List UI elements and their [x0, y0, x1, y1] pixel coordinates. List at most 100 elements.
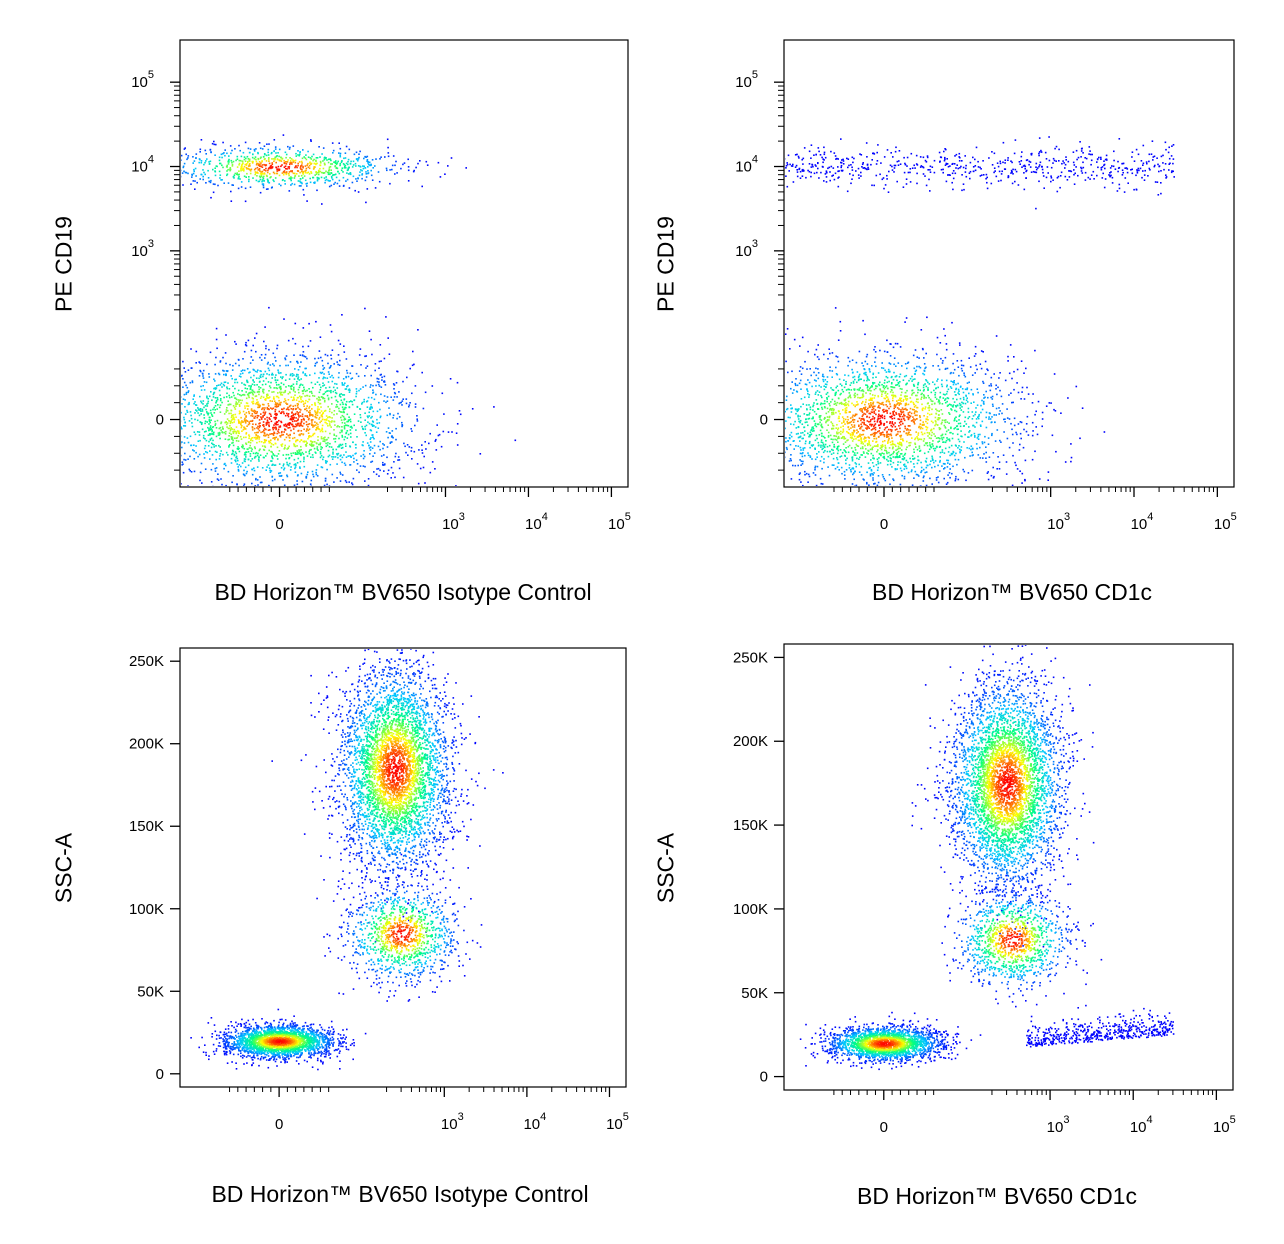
event-point [238, 173, 240, 176]
event-point [887, 435, 890, 438]
event-point [260, 354, 263, 356]
event-point [243, 485, 245, 486]
event-point [305, 430, 308, 432]
event-point [393, 384, 396, 386]
event-point [344, 443, 347, 445]
event-point [198, 375, 201, 377]
event-point [199, 409, 201, 411]
event-point [709, 176, 711, 178]
event-point [208, 373, 210, 375]
event-point [716, 394, 718, 396]
event-point [929, 169, 931, 171]
event-point [886, 452, 888, 455]
event-point [702, 151, 704, 153]
event-point [991, 151, 993, 153]
event-point [361, 169, 363, 172]
event-point [338, 185, 341, 187]
event-point [285, 457, 287, 460]
event-point [278, 372, 280, 375]
event-point [759, 177, 761, 179]
event-point [276, 155, 278, 157]
event-point [307, 501, 309, 503]
event-point [259, 157, 262, 160]
event-point [240, 416, 242, 419]
event-point [1173, 176, 1175, 178]
event-point [339, 471, 341, 474]
event-point [711, 181, 713, 183]
event-point [1090, 159, 1093, 162]
event-point [330, 172, 333, 174]
event-point [309, 181, 312, 184]
event-point [215, 327, 218, 330]
event-point [301, 157, 304, 160]
event-point [1152, 156, 1155, 158]
event-point [267, 361, 269, 364]
event-point [315, 411, 317, 413]
event-point [160, 165, 162, 167]
event-point [284, 183, 286, 185]
event-point [1118, 166, 1121, 169]
event-point [442, 430, 445, 433]
event-point [802, 163, 804, 165]
event-point [988, 157, 990, 159]
event-point [1165, 148, 1167, 151]
event-point [248, 410, 250, 413]
event-point [283, 438, 286, 441]
event-point [168, 459, 170, 461]
event-point [270, 450, 272, 453]
event-point [297, 150, 299, 152]
event-point [198, 453, 201, 456]
event-point [232, 418, 235, 420]
event-point [289, 162, 291, 164]
event-point [245, 456, 247, 458]
event-point [258, 456, 260, 458]
event-point [209, 439, 212, 441]
event-point [387, 146, 389, 149]
event-point [1023, 164, 1026, 167]
event-point [255, 160, 258, 163]
event-point [725, 179, 727, 181]
event-point [342, 163, 345, 165]
event-point [346, 372, 349, 374]
event-point [284, 414, 287, 417]
event-point [231, 436, 234, 439]
event-point [259, 481, 262, 484]
event-point [318, 171, 320, 174]
event-point [345, 406, 347, 409]
event-point [294, 471, 297, 473]
event-point [217, 184, 219, 187]
event-point [377, 445, 380, 448]
event-point [311, 454, 314, 456]
event-point [250, 385, 252, 387]
event-point [752, 179, 754, 181]
event-point [347, 433, 350, 436]
event-point [1142, 164, 1144, 166]
event-point [775, 152, 777, 154]
event-point [323, 410, 326, 412]
event-point [323, 418, 326, 421]
event-point [697, 168, 699, 170]
event-point [715, 167, 717, 169]
event-point [341, 160, 343, 162]
event-point [993, 167, 996, 169]
event-point [258, 429, 261, 432]
event-point [349, 432, 352, 435]
event-point [330, 175, 333, 178]
event-point [343, 438, 346, 441]
event-point [1077, 174, 1079, 177]
event-point [941, 413, 944, 415]
event-point [192, 172, 195, 175]
event-point [327, 161, 330, 164]
event-point [336, 477, 338, 479]
event-point [877, 144, 879, 146]
event-point [200, 488, 202, 490]
event-point [258, 391, 261, 393]
event-point [379, 344, 382, 346]
event-point [232, 385, 234, 387]
event-point [168, 438, 170, 440]
event-point [274, 402, 277, 404]
event-point [219, 399, 222, 402]
event-point [333, 363, 335, 365]
event-point [253, 384, 256, 386]
event-point [166, 419, 168, 421]
